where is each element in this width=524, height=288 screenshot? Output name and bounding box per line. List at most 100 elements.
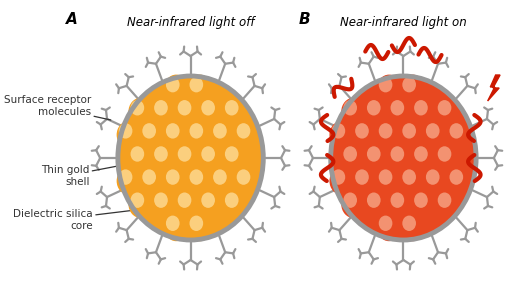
Circle shape (188, 167, 212, 195)
Circle shape (400, 121, 425, 149)
Circle shape (143, 123, 156, 139)
Circle shape (412, 98, 437, 126)
Circle shape (213, 169, 227, 185)
Circle shape (400, 213, 425, 241)
Circle shape (447, 121, 472, 149)
Circle shape (223, 98, 248, 126)
Circle shape (330, 121, 354, 149)
Circle shape (355, 169, 369, 185)
Circle shape (164, 167, 189, 195)
Circle shape (176, 98, 200, 126)
Circle shape (400, 167, 425, 195)
Circle shape (225, 146, 238, 162)
Text: Thin gold
shell: Thin gold shell (41, 165, 118, 187)
Circle shape (388, 144, 413, 172)
Circle shape (190, 216, 203, 231)
Circle shape (330, 167, 354, 195)
Circle shape (390, 192, 404, 208)
Circle shape (118, 76, 263, 240)
Circle shape (438, 146, 451, 162)
Circle shape (377, 75, 401, 103)
Circle shape (402, 169, 416, 185)
Circle shape (435, 190, 461, 218)
Circle shape (178, 100, 191, 115)
Circle shape (128, 144, 153, 172)
Text: Near-infrared light off: Near-infrared light off (127, 16, 254, 29)
Circle shape (235, 121, 259, 149)
Circle shape (188, 75, 212, 103)
Circle shape (414, 146, 428, 162)
Circle shape (188, 121, 212, 149)
Circle shape (379, 169, 392, 185)
Circle shape (166, 123, 180, 139)
Circle shape (190, 77, 203, 92)
Circle shape (402, 216, 416, 231)
Circle shape (235, 167, 259, 195)
Text: A: A (67, 12, 78, 27)
Circle shape (130, 146, 144, 162)
Circle shape (438, 100, 451, 115)
Circle shape (211, 167, 236, 195)
Circle shape (178, 146, 191, 162)
Circle shape (450, 123, 463, 139)
Circle shape (201, 100, 215, 115)
Circle shape (390, 100, 404, 115)
Circle shape (140, 121, 165, 149)
Circle shape (379, 77, 392, 92)
Circle shape (166, 169, 180, 185)
Circle shape (211, 121, 236, 149)
Circle shape (367, 192, 380, 208)
Circle shape (154, 146, 168, 162)
Circle shape (412, 190, 437, 218)
Circle shape (377, 167, 401, 195)
Circle shape (119, 169, 133, 185)
Circle shape (164, 121, 189, 149)
Circle shape (379, 123, 392, 139)
Circle shape (450, 169, 463, 185)
Circle shape (199, 98, 224, 126)
Circle shape (447, 167, 472, 195)
Circle shape (237, 123, 250, 139)
Circle shape (424, 167, 449, 195)
Circle shape (143, 169, 156, 185)
Circle shape (424, 121, 449, 149)
Circle shape (152, 98, 177, 126)
Circle shape (152, 190, 177, 218)
Circle shape (426, 169, 440, 185)
Circle shape (223, 144, 248, 172)
Circle shape (154, 192, 168, 208)
Circle shape (164, 213, 189, 241)
Circle shape (128, 190, 153, 218)
Circle shape (178, 192, 191, 208)
Circle shape (377, 121, 401, 149)
Circle shape (119, 123, 133, 139)
Circle shape (414, 192, 428, 208)
Circle shape (188, 213, 212, 241)
Circle shape (199, 190, 224, 218)
Circle shape (353, 121, 378, 149)
Circle shape (223, 190, 248, 218)
Circle shape (414, 100, 428, 115)
Circle shape (435, 144, 461, 172)
Circle shape (164, 75, 189, 103)
Circle shape (341, 144, 366, 172)
Circle shape (343, 100, 357, 115)
Circle shape (435, 98, 461, 126)
Circle shape (343, 192, 357, 208)
Circle shape (128, 98, 153, 126)
Circle shape (130, 100, 144, 115)
Circle shape (332, 169, 345, 185)
Circle shape (365, 190, 390, 218)
Circle shape (332, 123, 345, 139)
Circle shape (117, 121, 141, 149)
Circle shape (190, 123, 203, 139)
Circle shape (367, 146, 380, 162)
Circle shape (166, 216, 180, 231)
Circle shape (343, 146, 357, 162)
Polygon shape (488, 75, 500, 101)
Circle shape (412, 144, 437, 172)
Circle shape (201, 146, 215, 162)
Circle shape (225, 192, 238, 208)
Circle shape (190, 169, 203, 185)
Circle shape (199, 144, 224, 172)
